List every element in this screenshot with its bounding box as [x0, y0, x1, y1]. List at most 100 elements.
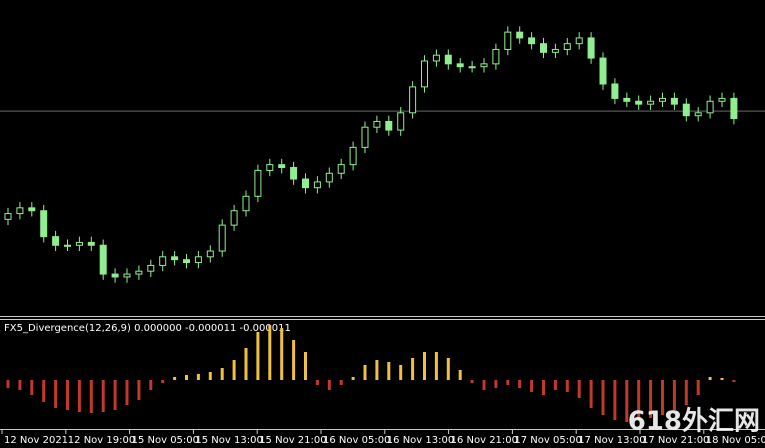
- candle-body: [230, 210, 238, 226]
- histogram-bar: [89, 380, 93, 413]
- histogram-bar: [577, 380, 581, 398]
- candle-body: [659, 97, 666, 102]
- candle-body: [409, 86, 417, 114]
- candle-body: [385, 120, 393, 131]
- candle-body: [218, 224, 226, 252]
- time-label: 16 Nov 13:00: [387, 435, 454, 446]
- histogram-bar: [327, 380, 331, 390]
- candle-body: [254, 169, 262, 197]
- histogram-bar: [42, 380, 46, 402]
- candle-body: [468, 66, 476, 69]
- histogram-bar: [280, 328, 284, 380]
- histogram-bar: [411, 358, 415, 380]
- candle-body: [397, 112, 405, 131]
- indicator-label: FX5_Divergence(12,26,9) 0.000000 -0.0000…: [4, 323, 291, 334]
- candle-body: [87, 241, 95, 246]
- candle-body: [28, 207, 36, 212]
- histogram-bar: [518, 380, 522, 388]
- candle-body: [206, 250, 214, 258]
- candle-body: [528, 37, 536, 45]
- candle-body: [99, 244, 107, 275]
- candle-body: [682, 103, 690, 117]
- time-label: 12 Nov 19:00: [68, 435, 135, 446]
- histogram-bar: [185, 375, 188, 380]
- time-label: 16 Nov 21:00: [451, 435, 518, 446]
- histogram-bar: [101, 380, 105, 412]
- histogram-bar: [625, 380, 629, 422]
- candle-body: [16, 207, 24, 215]
- histogram-bar: [6, 380, 10, 388]
- candle-body: [718, 97, 726, 102]
- histogram-bar: [304, 352, 307, 380]
- histogram-bar: [30, 380, 34, 395]
- histogram-bar: [732, 380, 736, 382]
- histogram-bar: [173, 377, 177, 380]
- candle-body: [4, 213, 12, 220]
- histogram-bar: [494, 380, 498, 388]
- candle-body: [730, 97, 738, 120]
- histogram-bar: [161, 380, 165, 383]
- histogram-bar: [399, 365, 403, 380]
- histogram-bar: [458, 370, 462, 380]
- histogram-bar: [482, 380, 486, 390]
- candle-body: [421, 60, 428, 88]
- histogram-bar: [292, 340, 296, 380]
- candle-body: [266, 164, 274, 171]
- candle-body: [123, 273, 131, 278]
- candle-body: [242, 195, 250, 212]
- time-label: 17 Nov 13:00: [578, 435, 645, 446]
- histogram-bar: [244, 348, 248, 380]
- histogram-bar: [720, 378, 724, 380]
- candle-body: [563, 43, 571, 50]
- histogram-bar: [696, 380, 700, 395]
- histogram-bar: [220, 368, 224, 380]
- candle-body: [147, 264, 155, 272]
- candle-body: [516, 31, 524, 39]
- histogram-bar: [54, 380, 58, 408]
- watermark: 618外汇网: [628, 407, 760, 437]
- histogram-bar: [434, 352, 438, 380]
- histogram-bar: [672, 380, 676, 410]
- histogram-bar: [256, 332, 260, 380]
- histogram-bar: [125, 380, 129, 405]
- candle-body: [278, 164, 286, 169]
- histogram-bar: [113, 380, 117, 410]
- candle-body: [373, 120, 381, 128]
- candle-body: [349, 146, 357, 166]
- histogram-bar: [446, 358, 450, 380]
- time-label: 15 Nov 05:00: [132, 435, 199, 446]
- time-label: 18 Nov 05:00: [706, 435, 765, 446]
- histogram-bar: [387, 362, 391, 380]
- candle-body: [171, 256, 179, 261]
- candle-body: [432, 54, 440, 62]
- histogram-bar: [18, 380, 22, 390]
- candle-body: [75, 241, 83, 246]
- candle-body: [159, 256, 167, 266]
- candle-body: [290, 167, 298, 180]
- candle-body: [599, 57, 607, 85]
- candle-body: [183, 259, 190, 264]
- time-label: 15 Nov 13:00: [195, 435, 262, 446]
- histogram-bar: [315, 380, 319, 385]
- candle-body: [194, 256, 202, 264]
- candle-body: [52, 236, 60, 246]
- candle-body: [40, 210, 48, 238]
- histogram-bar: [208, 372, 212, 380]
- histogram-bar: [661, 380, 664, 415]
- histogram-bar: [363, 365, 367, 380]
- histogram-bar: [66, 380, 69, 410]
- histogram-bar: [196, 374, 200, 380]
- candle-body: [313, 181, 321, 189]
- candle-body: [575, 37, 583, 45]
- candle-body: [325, 172, 333, 183]
- candle-body: [302, 178, 309, 189]
- candle-body: [670, 97, 678, 105]
- histogram-bar: [268, 325, 272, 380]
- histogram-bar: [613, 380, 617, 420]
- candle-body: [456, 63, 464, 68]
- candle-body: [64, 244, 71, 247]
- candle-body: [647, 100, 655, 105]
